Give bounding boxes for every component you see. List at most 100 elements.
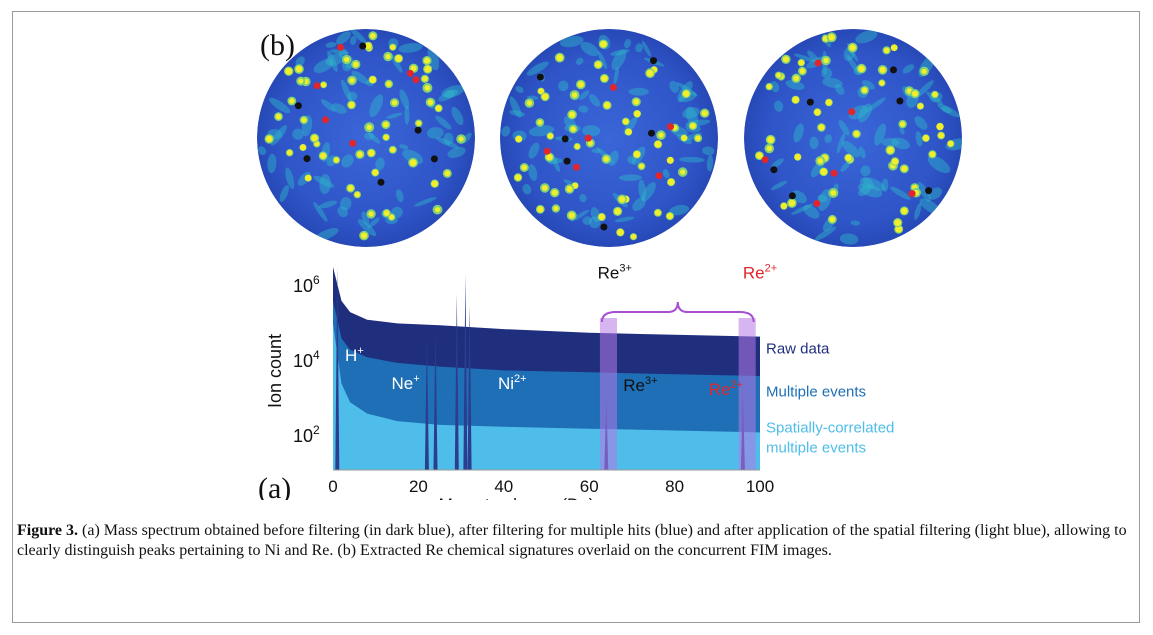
fim-texture bbox=[628, 87, 649, 96]
fim-spot bbox=[570, 126, 576, 132]
fim-spot bbox=[568, 111, 576, 118]
fim-texture bbox=[669, 80, 680, 93]
fim-spot bbox=[817, 158, 824, 164]
fim-texture bbox=[803, 204, 820, 219]
fim-texture bbox=[364, 132, 375, 140]
re3-marker bbox=[896, 97, 904, 105]
fim-texture bbox=[579, 90, 590, 100]
fim-texture bbox=[627, 155, 637, 164]
fim-spot bbox=[390, 147, 396, 153]
fim-spot bbox=[922, 134, 930, 142]
re2-marker bbox=[313, 82, 321, 90]
fim-spot bbox=[366, 124, 372, 130]
fim-spot bbox=[265, 135, 273, 143]
fim-spot bbox=[444, 170, 451, 177]
fim-images bbox=[257, 29, 962, 247]
fim-disc bbox=[744, 29, 962, 247]
fim-texture bbox=[553, 159, 561, 172]
fim-texture bbox=[588, 216, 601, 229]
fim-spot bbox=[458, 136, 464, 142]
x-tick-label: 0 bbox=[328, 477, 337, 496]
peak-5 bbox=[467, 304, 472, 470]
fim-spot bbox=[515, 135, 522, 143]
fim-texture bbox=[582, 125, 601, 137]
fim-texture bbox=[706, 154, 714, 172]
re3-marker bbox=[563, 157, 571, 165]
re2-marker bbox=[655, 172, 663, 180]
fim-spot bbox=[600, 40, 607, 48]
re2-marker bbox=[830, 169, 838, 177]
fim-texture bbox=[398, 43, 423, 53]
y-tick-exponent: 4 bbox=[313, 348, 320, 362]
annotation-text: Re bbox=[743, 263, 765, 282]
fim-spot bbox=[298, 78, 304, 84]
fim-texture bbox=[838, 119, 850, 136]
fim-texture bbox=[443, 132, 454, 145]
fim-spot bbox=[514, 174, 522, 181]
fim-spot bbox=[895, 225, 903, 233]
fim-spot bbox=[311, 134, 318, 142]
chart-highlight-bands bbox=[599, 318, 756, 470]
re-bracket bbox=[600, 301, 755, 323]
fim-texture bbox=[313, 175, 335, 188]
annotation-text: Ni bbox=[498, 374, 514, 393]
re3-marker bbox=[650, 57, 657, 65]
fim-texture bbox=[817, 194, 828, 203]
re2-marker bbox=[908, 190, 916, 198]
fim-spot bbox=[654, 140, 662, 148]
fim-spot bbox=[666, 213, 674, 220]
fim-spot bbox=[633, 98, 640, 105]
fim-spot bbox=[301, 117, 307, 123]
fim-spot bbox=[766, 145, 773, 152]
fim-spot bbox=[886, 146, 894, 154]
chart-annotations: H+Ne+ Ni2+ Re3+ Re2+Re3+ Re2+ bbox=[345, 262, 777, 399]
fim-spot bbox=[828, 34, 835, 41]
peak-0 bbox=[335, 267, 340, 470]
fim-spot bbox=[625, 128, 632, 136]
fim-spot bbox=[780, 202, 788, 210]
fim-texture bbox=[785, 80, 805, 90]
fim-texture bbox=[917, 181, 931, 202]
peak-2 bbox=[433, 327, 438, 470]
fim-spot bbox=[383, 134, 389, 141]
annotation-text: Re bbox=[623, 376, 645, 395]
fim-spot bbox=[383, 210, 390, 217]
fim-texture bbox=[858, 185, 871, 197]
fim-texture bbox=[337, 206, 348, 218]
x-axis-label: Mass-to-charge (Da) bbox=[439, 495, 595, 500]
fim-texture bbox=[791, 203, 814, 215]
fim-texture bbox=[402, 149, 424, 165]
fim-texture bbox=[822, 77, 843, 88]
fim-texture bbox=[436, 137, 459, 149]
fim-texture bbox=[591, 148, 601, 154]
re3-marker bbox=[359, 42, 367, 50]
fim-spot bbox=[891, 158, 899, 165]
annotation-3: Re3+ bbox=[623, 375, 657, 395]
fim-spot bbox=[798, 59, 805, 66]
fim-spot bbox=[587, 140, 594, 146]
fim-spot bbox=[814, 108, 821, 116]
fim-spot bbox=[409, 159, 417, 167]
fim-spot bbox=[622, 118, 629, 125]
fim-texture bbox=[926, 91, 944, 106]
peak-3 bbox=[454, 293, 459, 470]
fim-spot bbox=[818, 124, 825, 131]
fim-spot bbox=[424, 65, 432, 73]
fim-spot bbox=[830, 190, 837, 196]
annotation-sup: 3+ bbox=[619, 262, 632, 274]
fim-spot bbox=[275, 113, 282, 120]
fim-texture bbox=[435, 115, 452, 130]
re2-marker bbox=[406, 69, 414, 77]
fim-texture bbox=[682, 107, 700, 119]
fim-texture bbox=[330, 49, 349, 55]
fim-spot bbox=[900, 121, 906, 127]
fim-spot bbox=[368, 149, 375, 157]
re3-marker bbox=[925, 187, 933, 195]
fim-texture bbox=[817, 189, 832, 211]
fim-disc bbox=[257, 29, 475, 247]
fim-3 bbox=[744, 29, 962, 247]
fim-spot bbox=[603, 102, 611, 109]
fim-texture bbox=[809, 136, 819, 150]
panel-label-a: (a) bbox=[258, 472, 291, 500]
annotation-text: Re bbox=[709, 380, 731, 399]
